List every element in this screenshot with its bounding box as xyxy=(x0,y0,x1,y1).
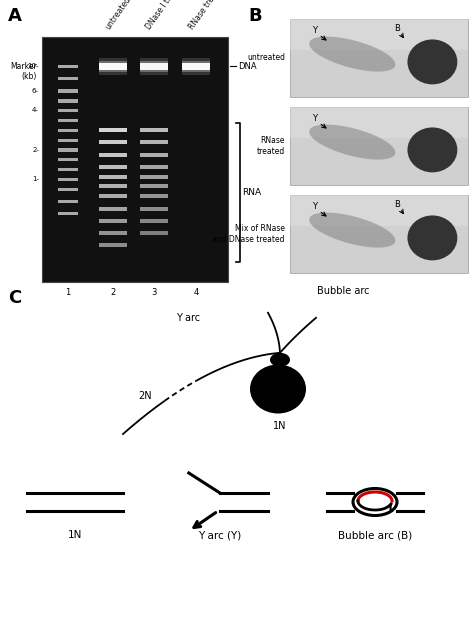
Bar xyxy=(140,165,167,169)
Text: Y: Y xyxy=(312,114,318,123)
Text: DNA: DNA xyxy=(238,62,256,71)
Text: DNase I treated: DNase I treated xyxy=(144,0,186,31)
Bar xyxy=(290,107,468,185)
Text: RNA: RNA xyxy=(242,188,261,197)
Bar xyxy=(290,107,468,138)
Bar xyxy=(140,175,167,179)
Text: untreated: untreated xyxy=(103,0,132,31)
Bar xyxy=(58,187,78,191)
Text: (kb): (kb) xyxy=(22,72,37,81)
Bar xyxy=(99,165,127,169)
Bar xyxy=(140,231,167,235)
Bar xyxy=(99,175,127,179)
Bar xyxy=(42,37,228,282)
Bar xyxy=(99,194,127,198)
Text: B: B xyxy=(248,7,262,25)
Ellipse shape xyxy=(408,216,457,260)
Bar xyxy=(58,129,78,132)
Bar xyxy=(99,243,127,247)
Bar xyxy=(290,19,468,97)
Bar xyxy=(58,139,78,142)
Ellipse shape xyxy=(353,488,397,515)
Text: 4-: 4- xyxy=(32,107,39,113)
Bar xyxy=(58,158,78,161)
Bar xyxy=(99,63,127,70)
Bar xyxy=(58,149,78,152)
Bar xyxy=(182,58,210,75)
Text: 6-: 6- xyxy=(32,88,39,94)
Bar xyxy=(58,200,78,203)
Bar xyxy=(58,109,78,112)
Bar xyxy=(58,212,78,215)
Bar xyxy=(290,195,468,226)
Text: B: B xyxy=(394,200,400,209)
Text: 2: 2 xyxy=(110,288,115,297)
Bar xyxy=(140,128,167,132)
Text: 1-: 1- xyxy=(32,176,39,182)
Bar xyxy=(58,119,78,122)
Bar xyxy=(140,219,167,223)
Bar xyxy=(182,61,210,71)
Text: A: A xyxy=(8,7,22,25)
Ellipse shape xyxy=(309,213,395,248)
Bar xyxy=(58,99,78,102)
Text: 2N: 2N xyxy=(138,391,152,401)
Bar xyxy=(182,63,210,70)
Text: C: C xyxy=(8,289,21,307)
Text: 1N: 1N xyxy=(68,530,82,540)
Text: B: B xyxy=(394,24,400,33)
Text: 1N: 1N xyxy=(273,421,287,431)
Text: 10-: 10- xyxy=(27,63,39,70)
Text: 2-: 2- xyxy=(32,147,39,153)
Bar xyxy=(290,19,468,50)
Bar xyxy=(58,90,78,93)
Bar xyxy=(290,195,468,273)
Text: Y arc: Y arc xyxy=(176,313,200,323)
Text: 3: 3 xyxy=(151,288,156,297)
Bar xyxy=(99,61,127,71)
Bar xyxy=(140,194,167,198)
Bar xyxy=(99,206,127,211)
Bar xyxy=(58,65,78,68)
Ellipse shape xyxy=(270,353,290,367)
Ellipse shape xyxy=(309,125,395,160)
Text: 4: 4 xyxy=(194,288,199,297)
Ellipse shape xyxy=(408,40,457,85)
Text: Y arc (Y): Y arc (Y) xyxy=(199,530,242,540)
Bar xyxy=(58,77,78,80)
Bar xyxy=(140,63,167,70)
Ellipse shape xyxy=(250,364,306,413)
Text: RNase treated: RNase treated xyxy=(187,0,226,31)
Bar xyxy=(99,58,127,75)
Bar xyxy=(58,177,78,181)
Text: Y: Y xyxy=(312,202,318,211)
Bar xyxy=(99,140,127,144)
Text: Y: Y xyxy=(312,26,318,35)
Bar xyxy=(140,140,167,144)
Ellipse shape xyxy=(408,127,457,172)
Text: untreated: untreated xyxy=(247,53,285,63)
Ellipse shape xyxy=(309,36,395,71)
Text: Mix of RNase
and DNase treated: Mix of RNase and DNase treated xyxy=(212,224,285,244)
Bar xyxy=(140,206,167,211)
Bar xyxy=(140,152,167,157)
Text: Bubble arc: Bubble arc xyxy=(317,286,369,296)
Bar xyxy=(140,61,167,71)
Bar xyxy=(99,128,127,132)
Text: 1: 1 xyxy=(65,288,71,297)
Bar xyxy=(58,168,78,171)
Bar xyxy=(99,152,127,157)
Bar xyxy=(99,184,127,189)
Bar xyxy=(140,184,167,189)
Bar xyxy=(99,231,127,235)
Bar xyxy=(140,58,167,75)
Text: RNase
treated: RNase treated xyxy=(257,136,285,155)
Bar xyxy=(99,219,127,223)
Text: Bubble arc (B): Bubble arc (B) xyxy=(338,530,412,540)
Text: Marker: Marker xyxy=(10,62,37,71)
